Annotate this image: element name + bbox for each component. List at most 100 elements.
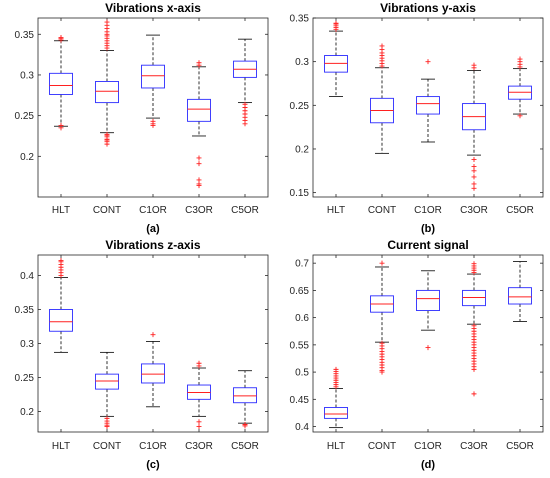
iqr-box [416,289,440,312]
plot-frame [312,17,544,198]
outlier-marker [196,60,202,66]
x-tick-label: CONT [93,205,121,216]
y-tick-label: 0.2 [20,152,34,163]
panel-d: Current signal (d) 0.4 0.45 0.5 0.55 0.6 0.65 0.… [275,236,550,473]
outlier-marker [379,369,385,375]
x-tick-label: C1OR [139,441,167,452]
chart-title: Vibrations y-axis [380,1,476,15]
outlier-marker [425,345,431,351]
chart-title: Vibrations z-axis [105,238,200,252]
outlier-marker [196,424,202,430]
y-tick-label: 0.4 [295,422,309,433]
iqr-box [462,289,486,307]
box-c5or [233,370,257,429]
x-tick-label: CONT [368,205,396,216]
figure-caption: (c) [146,459,160,471]
panel-b: Vibrations y-axis (b) 0.15 0.2 0.25 0.3 0.35 HL… [275,0,550,236]
y-tick-label: 0.7 [295,259,309,270]
outlier-marker [196,155,202,161]
x-tick-label: HLT [52,441,70,452]
iqr-box [95,81,119,104]
y-tick-label: 0.3 [295,57,309,68]
x-tick-label: C1OR [139,205,167,216]
outlier-marker [58,122,64,128]
outlier-marker [196,360,202,366]
y-tick-label: 0.35 [15,305,35,316]
outlier-marker [425,59,431,65]
x-tick-label: C3OR [185,441,213,452]
x-tick-label: C3OR [185,205,213,216]
outlier-marker [379,43,385,49]
x-tick-label: HLT [52,205,70,216]
outlier-marker [104,137,110,143]
figure-caption: (d) [421,459,435,471]
iqr-box [49,309,73,332]
box-c3or [187,360,211,430]
outlier-marker [471,366,477,372]
outlier-marker [471,62,477,68]
outlier-marker [196,161,202,167]
x-tick-label: HLT [327,441,345,452]
box-c1or [141,332,165,408]
y-tick-label: 0.3 [20,70,34,81]
box-hlt [49,35,73,131]
outlier-marker [471,168,477,174]
iqr-box [141,363,165,384]
outlier-marker [471,163,477,169]
box-hlt [49,257,73,353]
outlier-marker [471,181,477,187]
iqr-box [187,98,211,122]
box-c3or [462,62,486,191]
x-tick-label: CONT [93,441,121,452]
box-c1or [416,270,440,351]
box-cont [95,351,119,430]
y-tick-label: 0.4 [20,271,34,282]
box-c5or [508,261,532,322]
box-hlt [324,20,348,97]
iqr-box [95,373,119,390]
chart-vibrations-x: Vibrations x-axis (a) 0.2 0.25 0.3 0.35 HLT CON… [15,1,269,235]
iqr-box [416,96,440,115]
chart-title: Current signal [387,238,468,252]
y-tick-label: 0.55 [290,340,310,351]
y-tick-label: 0.3 [20,339,34,350]
y-tick-label: 0.15 [290,188,310,199]
y-tick-label: 0.2 [20,407,34,418]
box-c1or [141,34,165,128]
outlier-marker [471,391,477,397]
chart-vibrations-y: Vibrations y-axis (b) 0.15 0.2 0.25 0.3 0.35 HL… [290,1,544,235]
iqr-box [508,287,532,305]
iqr-box [141,64,165,89]
box-c5or [233,38,257,127]
iqr-box [324,407,348,419]
outlier-marker [150,122,156,128]
outlier-marker [517,56,523,62]
outlier-marker [471,261,477,267]
outlier-marker [471,185,477,191]
box-c3or [187,60,211,189]
x-tick-label: C5OR [506,205,534,216]
x-tick-label: C3OR [460,441,488,452]
y-tick-label: 0.65 [290,286,310,297]
outlier-marker [104,19,110,25]
y-tick-label: 0.25 [15,111,35,122]
outlier-marker [58,257,64,263]
outlier-marker [150,332,156,338]
box-cont [95,19,119,147]
chart-title: Vibrations x-axis [105,1,201,15]
box-hlt [324,366,348,429]
iqr-box [233,387,257,404]
y-tick-label: 0.2 [295,144,309,155]
outlier-marker [104,424,110,430]
y-tick-label: 0.45 [290,395,310,406]
outlier-marker [196,183,202,189]
outlier-marker [471,174,477,180]
x-tick-label: C1OR [414,441,442,452]
chart-current-signal: Current signal (d) 0.4 0.45 0.5 0.55 0.6 0.65 0.… [290,238,544,471]
outlier-marker [104,132,110,138]
y-tick-label: 0.5 [295,368,309,379]
outlier-marker [196,419,202,425]
outlier-marker [242,121,248,127]
x-tick-label: C3OR [460,205,488,216]
x-tick-label: HLT [327,205,345,216]
